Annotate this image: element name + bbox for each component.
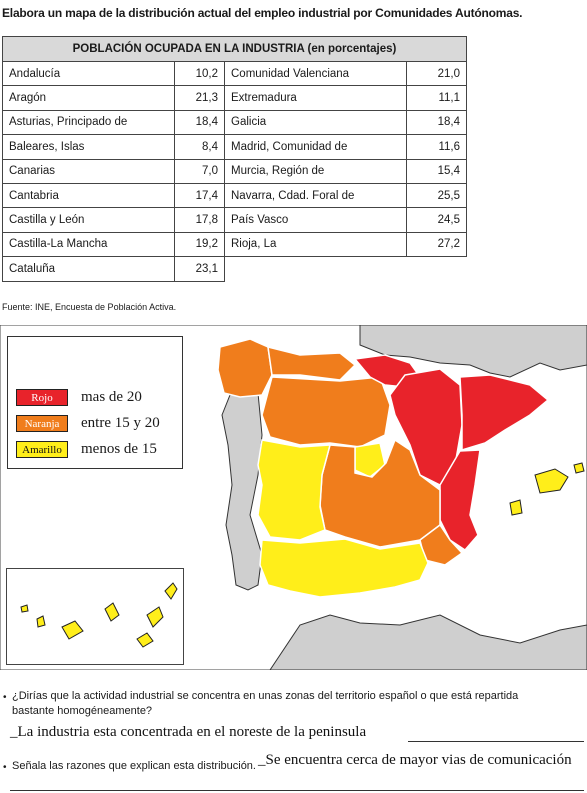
cell-value-right: 11,6 xyxy=(406,134,467,160)
cell-value-right: 11,1 xyxy=(406,85,467,111)
cell-value-right: 15,4 xyxy=(406,158,467,184)
industry-table: POBLACIÓN OCUPADA EN LA INDUSTRIA (en po… xyxy=(2,36,467,282)
legend-label-orange: entre 15 y 20 xyxy=(81,415,160,431)
cell-value-left: 17,4 xyxy=(174,182,225,209)
table-row: Cataluña 23,1 xyxy=(2,256,467,282)
cell-value-left: 23,1 xyxy=(174,256,225,282)
region-galicia xyxy=(217,338,273,398)
region-castilla-leon xyxy=(261,376,391,448)
cell-region-right: Rioja, La xyxy=(224,231,407,258)
table-row: Baleares, Islas 8,4 Madrid, Comunidad de 11… xyxy=(2,134,467,160)
table-row: Canarias 7,0 Murcia, Región de 15,4 xyxy=(2,158,467,184)
cell-value-left: 8,4 xyxy=(174,134,225,160)
table-row: Cantabria 17,4 Navarra, Cdad. Foral de 25,5 xyxy=(2,182,467,209)
legend-swatch-red: Rojo xyxy=(16,389,68,406)
table-row: Andalucía 10,2 Comunidad Valenciana 21,0 xyxy=(2,60,467,87)
answer-1: _La industria esta concentrada en el nor… xyxy=(10,724,367,740)
cell-region-right: Navarra, Cdad. Foral de xyxy=(224,182,407,209)
cell-region-left: Asturias, Principado de xyxy=(2,109,175,136)
table-row: Castilla y León 17,8 País Vasco 24,5 xyxy=(2,207,467,233)
table-row: Castilla-La Mancha 19,2 Rioja, La 27,2 xyxy=(2,231,467,258)
question-2: Señala las razones que explican esta dis… xyxy=(12,760,256,772)
cell-region-right: País Vasco xyxy=(224,207,407,233)
cell-value-right: 21,0 xyxy=(406,60,467,87)
legend-swatch-yellow: Amarillo xyxy=(16,441,68,458)
cell-region-right: Madrid, Comunidad de xyxy=(224,134,407,160)
cell-value-right: 27,2 xyxy=(406,231,467,258)
legend-label-red: mas de 20 xyxy=(81,389,142,405)
canary-islands-inset xyxy=(6,568,184,665)
map-legend: Rojo mas de 20 Naranja entre 15 y 20 Ama… xyxy=(7,336,183,469)
cell-value-left: 7,0 xyxy=(174,158,225,184)
africa-land xyxy=(269,614,587,670)
cell-value-left: 18,4 xyxy=(174,109,225,136)
cell-region-left: Castilla y León xyxy=(2,207,175,233)
cell-value-right xyxy=(407,257,467,281)
region-cataluna xyxy=(459,374,550,452)
legend-label-yellow: menos de 15 xyxy=(81,441,157,457)
answer-2: _Se encuentra cerca de mayor vias de com… xyxy=(258,752,572,768)
cell-value-right: 24,5 xyxy=(406,207,467,233)
question-1-bullet: • xyxy=(3,692,7,703)
cell-value-right: 25,5 xyxy=(406,182,467,209)
cell-region-right: Galicia xyxy=(224,109,407,136)
legend-item-yellow: Amarillo menos de 15 xyxy=(16,441,157,458)
cell-value-left: 17,8 xyxy=(174,207,225,233)
question-1-line-2: bastante homogéneamente? xyxy=(12,705,153,717)
spain-map xyxy=(0,325,587,670)
table-header: POBLACIÓN OCUPADA EN LA INDUSTRIA (en po… xyxy=(2,36,467,62)
table-row: Aragón 21,3 Extremadura 11,1 xyxy=(2,85,467,111)
canary-islands-map xyxy=(20,582,178,648)
cell-value-left: 21,3 xyxy=(174,85,225,111)
cell-region-left: Andalucía xyxy=(2,60,175,87)
cell-region-right: Comunidad Valenciana xyxy=(224,60,407,87)
region-asturias xyxy=(267,346,357,381)
cell-region-left: Baleares, Islas xyxy=(2,134,175,160)
region-baleares-2 xyxy=(509,499,523,516)
region-baleares xyxy=(534,468,569,494)
cell-region-left: Castilla-La Mancha xyxy=(2,231,175,258)
source-note: Fuente: INE, Encuesta de Población Activ… xyxy=(2,302,177,312)
region-extremadura xyxy=(257,439,331,541)
cell-region-left: Cataluña xyxy=(2,256,175,282)
cell-region-right: Murcia, Región de xyxy=(224,158,407,184)
answer-2-line xyxy=(10,790,584,791)
region-baleares-3 xyxy=(573,462,585,474)
cell-region-right: Extremadura xyxy=(224,85,407,111)
cell-region-right xyxy=(225,257,407,281)
legend-item-red: Rojo mas de 20 xyxy=(16,389,142,406)
cell-region-left: Aragón xyxy=(2,85,175,111)
cell-value-right: 18,4 xyxy=(406,109,467,136)
cell-region-left: Canarias xyxy=(2,158,175,184)
cell-region-left: Cantabria xyxy=(2,182,175,209)
question-1-line-1: ¿Dirías que la actividad industrial se c… xyxy=(12,690,519,702)
page-title: Elabora un mapa de la distribución actua… xyxy=(2,6,523,20)
question-2-bullet: • xyxy=(3,762,7,773)
cell-value-left: 10,2 xyxy=(174,60,225,87)
legend-swatch-orange: Naranja xyxy=(16,415,68,432)
region-valencia xyxy=(439,449,481,551)
cell-value-left: 19,2 xyxy=(174,231,225,258)
region-andalucia xyxy=(259,538,429,598)
legend-item-orange: Naranja entre 15 y 20 xyxy=(16,415,160,432)
table-row: Asturias, Principado de 18,4 Galicia 18,4 xyxy=(2,109,467,136)
answer-1-line xyxy=(408,741,584,742)
